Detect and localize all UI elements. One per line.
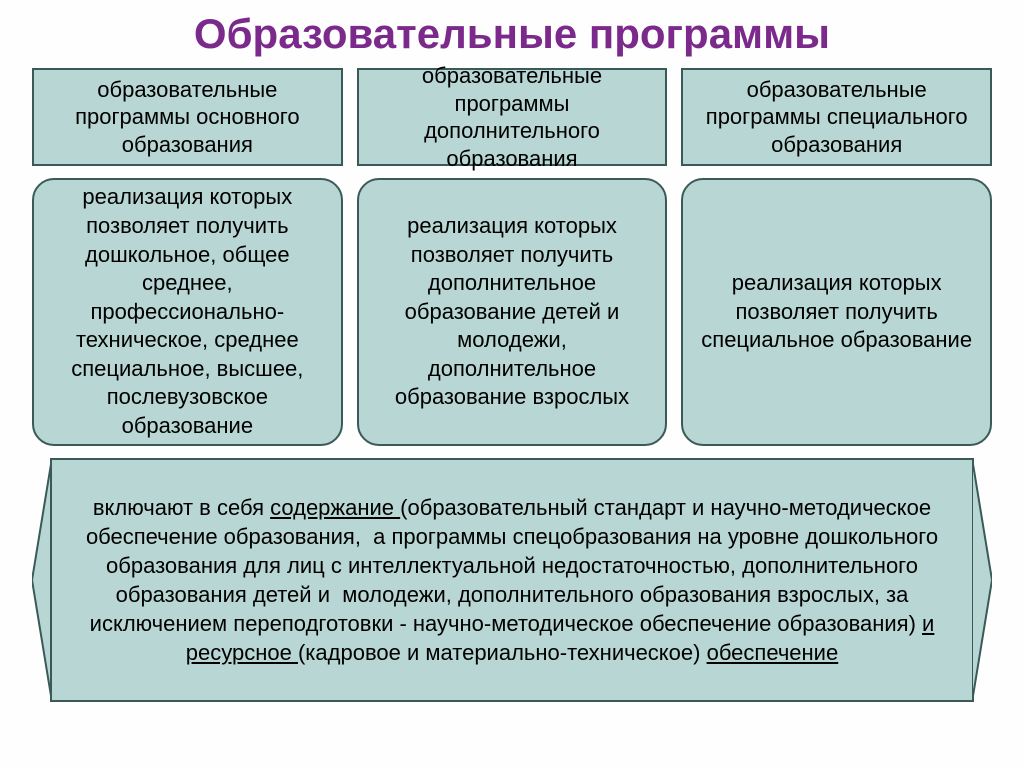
header-box-special: образовательные программы специального о… bbox=[681, 68, 992, 166]
slide-title: Образовательные программы bbox=[194, 10, 830, 58]
header-text: образовательные программы основного обра… bbox=[46, 76, 329, 159]
header-text: образовательные программы дополнительног… bbox=[371, 62, 654, 172]
header-box-additional: образовательные программы дополнительног… bbox=[357, 68, 668, 166]
arrow-right-icon bbox=[972, 458, 992, 702]
header-row: образовательные программы основного обра… bbox=[32, 68, 992, 166]
desc-box-additional: реализация которых позволяет получить до… bbox=[357, 178, 668, 446]
header-box-basic: образовательные программы основного обра… bbox=[32, 68, 343, 166]
header-text: образовательные программы специального о… bbox=[695, 76, 978, 159]
arrow-left-icon bbox=[32, 458, 52, 702]
desc-text: реализация которых позволяет получить до… bbox=[373, 212, 652, 412]
bottom-content-box: включают в себя содержание (образователь… bbox=[50, 458, 974, 702]
desc-box-special: реализация которых позволяет получить сп… bbox=[681, 178, 992, 446]
bottom-arrow-box: включают в себя содержание (образователь… bbox=[32, 458, 992, 702]
desc-text: реализация которых позволяет получить сп… bbox=[697, 269, 976, 355]
desc-box-basic: реализация которых позволяет получить до… bbox=[32, 178, 343, 446]
bottom-text: включают в себя содержание (образователь… bbox=[78, 493, 946, 667]
description-row: реализация которых позволяет получить до… bbox=[32, 178, 992, 446]
desc-text: реализация которых позволяет получить до… bbox=[48, 183, 327, 440]
